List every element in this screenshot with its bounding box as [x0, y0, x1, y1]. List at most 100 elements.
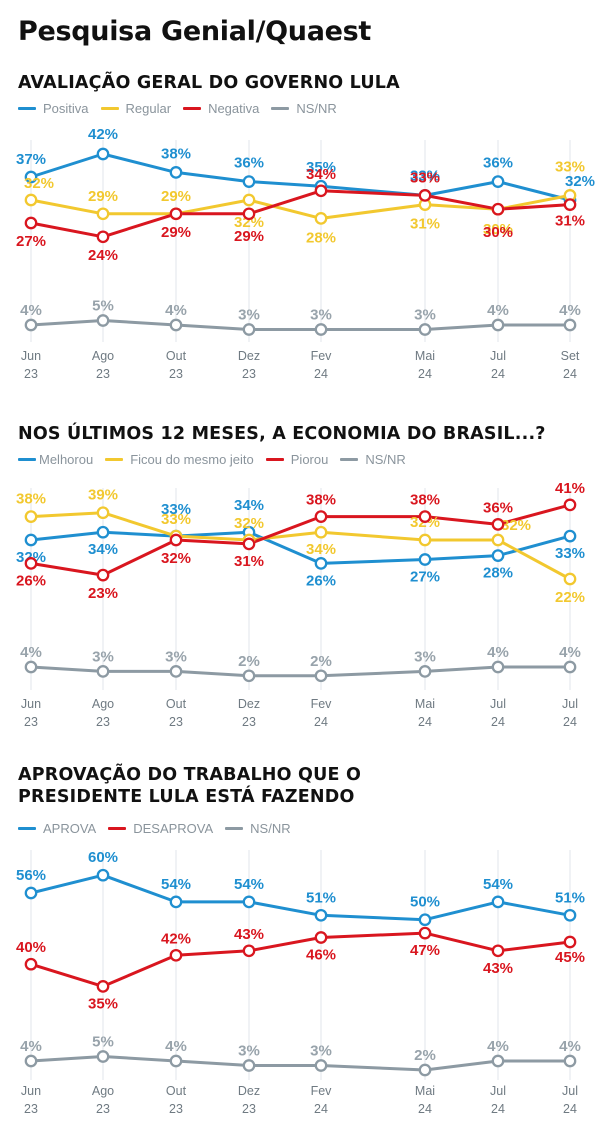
x-tick-label: Out: [166, 1084, 187, 1098]
data-point: [563, 529, 577, 543]
data-label: 34%: [88, 541, 118, 558]
series-line-ficou-do-mesmo-jeito: [30, 511, 571, 581]
data-label: 31%: [410, 216, 440, 233]
data-point: [169, 1054, 183, 1068]
legend-item-piorou: Piorou: [265, 452, 328, 467]
x-tick-label: Mai: [415, 349, 435, 363]
data-point: [491, 175, 505, 188]
data-point: [242, 669, 256, 683]
legend-swatch: [18, 107, 36, 110]
series-line-aprova: [30, 873, 571, 922]
legend-item-aprova: APROVA: [18, 821, 96, 836]
x-tick-label: 23: [169, 367, 183, 381]
data-point: [314, 1059, 328, 1072]
legend-swatch: [108, 827, 127, 830]
chart-2-plot: Jun 23 Ago 23 Out 23 Dez 23 Fev 24 Mai 24 Jul 24 Jul 24…: [16, 480, 585, 729]
data-label: 39%: [88, 487, 118, 504]
x-tick-label: 23: [96, 367, 110, 381]
data-point: [96, 868, 110, 882]
data-label: 5%: [92, 1034, 114, 1051]
chart-2-title: NOS ÚLTIMOS 12 MESES, A ECONOMIA DO BRAS…: [18, 424, 546, 444]
data-label: 24%: [88, 247, 118, 264]
data-label: 3%: [310, 307, 332, 324]
x-tick-label: Mai: [415, 697, 435, 711]
data-label: 4%: [487, 302, 509, 319]
data-label: 40%: [16, 939, 46, 956]
x-tick-label: 24: [314, 367, 328, 381]
legend-item-regular: Regular: [100, 101, 171, 116]
data-label: 28%: [483, 565, 513, 582]
x-tick-label: Jun: [21, 1084, 41, 1098]
x-tick-label: 24: [491, 1102, 505, 1115]
data-label: 34%: [306, 166, 336, 183]
data-label: 46%: [306, 947, 336, 964]
data-point: [96, 665, 110, 678]
data-point: [418, 553, 432, 566]
data-label: 51%: [306, 889, 336, 906]
data-point: [418, 189, 432, 202]
x-tick-label: 23: [24, 1102, 38, 1115]
legend-label: APROVA: [43, 821, 97, 836]
chart-3-title-line-1: APROVAÇÃO DO TRABALHO QUE O: [18, 765, 362, 785]
data-label: 29%: [234, 228, 264, 245]
data-label: 33%: [410, 167, 440, 184]
data-label: 3%: [414, 648, 436, 665]
data-label: 32%: [161, 550, 191, 567]
data-point: [314, 525, 328, 539]
data-label: 4%: [20, 1038, 42, 1055]
data-point: [314, 908, 328, 922]
data-point: [242, 193, 256, 207]
data-point: [24, 557, 38, 570]
data-point: [491, 895, 505, 909]
x-tick-label: 23: [96, 715, 110, 729]
legend-swatch: [18, 827, 36, 830]
data-point: [418, 1063, 432, 1077]
legend-label: Ficou do mesmo jeito: [130, 452, 254, 467]
x-tick-label: Fev: [311, 697, 333, 711]
data-label: 54%: [483, 876, 513, 893]
data-point: [24, 510, 38, 523]
page-title: Pesquisa Genial/Quaest: [18, 16, 372, 47]
data-label: 27%: [16, 233, 46, 250]
legend-item-ficou: Ficou do mesmo jeito: [105, 452, 254, 467]
legend-item-nsnr: NS/NR: [225, 821, 291, 836]
x-tick-label: 24: [314, 1102, 328, 1115]
series-line-negativa: [30, 189, 571, 239]
data-point: [314, 184, 328, 198]
data-label: 2%: [310, 653, 332, 670]
series-line-ns-nr: [30, 319, 570, 331]
legend-swatch: [183, 107, 202, 110]
data-label: 42%: [88, 126, 118, 143]
data-point: [169, 166, 183, 179]
data-label: 22%: [555, 589, 585, 606]
data-label: 37%: [16, 151, 46, 168]
x-tick-label: Fev: [311, 349, 333, 363]
data-point: [491, 518, 505, 531]
data-label: 34%: [306, 541, 336, 558]
data-point: [491, 1054, 505, 1068]
x-tick-label: 24: [418, 715, 432, 729]
x-tick-label: 24: [491, 367, 505, 381]
x-tick-label: 24: [563, 367, 577, 381]
series-line-melhorou: [30, 530, 571, 565]
data-label: 33%: [410, 169, 440, 186]
data-label: 5%: [92, 298, 114, 315]
legend-item-nsnr: NS/NR: [271, 101, 337, 116]
x-tick-label: 23: [169, 1102, 183, 1115]
data-label: 4%: [559, 644, 581, 661]
legend-item-negativa: Negativa: [183, 101, 259, 116]
x-tick-label: Jun: [21, 349, 41, 363]
data-label: 54%: [234, 876, 264, 893]
data-point: [24, 886, 38, 900]
data-label: 23%: [88, 585, 118, 602]
series-line-positiva: [30, 152, 571, 202]
legend-label: NS/NR: [365, 452, 406, 467]
data-label: 2%: [414, 1047, 436, 1064]
data-point: [563, 498, 577, 512]
x-tick-label: Mai: [415, 1084, 435, 1098]
legend-item-positiva: Positiva: [18, 101, 89, 116]
data-point: [24, 660, 38, 674]
series-line-ns-nr: [30, 1055, 570, 1072]
legend-swatch: [100, 107, 119, 110]
data-label: 33%: [161, 501, 191, 518]
